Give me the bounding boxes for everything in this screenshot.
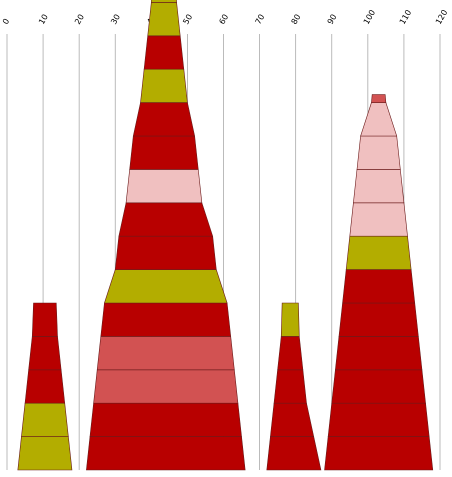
- x-tick-label: 80: [290, 13, 303, 26]
- bar-segment: [371, 94, 387, 103]
- bar-segment: [143, 35, 185, 70]
- bar-segment: [345, 235, 412, 270]
- bar-segment: [151, 0, 177, 3]
- x-tick-label: 110: [398, 8, 413, 26]
- bar-segment: [28, 336, 62, 371]
- x-tick-label: 70: [254, 13, 267, 26]
- x-tick-label: 120: [434, 8, 449, 26]
- bar-segment: [93, 369, 239, 404]
- x-tick-label: 60: [217, 13, 230, 26]
- bar-segment: [114, 235, 217, 270]
- bar-segment: [266, 436, 322, 471]
- bar-segment: [277, 336, 304, 371]
- bar-segment: [331, 369, 426, 404]
- bar-segment: [132, 102, 196, 137]
- bar-segment: [349, 202, 408, 237]
- bar-segment: [338, 302, 419, 337]
- bar-segment: [280, 302, 300, 337]
- bar-segment: [89, 402, 242, 437]
- x-tick-label: 50: [181, 13, 194, 26]
- bar-segment: [104, 269, 228, 304]
- bar-segment: [324, 436, 434, 471]
- bar-segment: [118, 202, 214, 237]
- stack: [266, 302, 322, 471]
- x-tick-label: 10: [37, 13, 50, 26]
- bar-segment: [21, 402, 69, 437]
- stacks: [17, 0, 434, 471]
- stack: [17, 302, 73, 471]
- bar-segment: [140, 68, 188, 103]
- bar-segment: [24, 369, 66, 404]
- x-tick-label: 100: [362, 8, 377, 26]
- x-tick-label: 20: [73, 13, 86, 26]
- bar-segment: [86, 436, 246, 471]
- bar-segment: [353, 169, 405, 204]
- bar-segment: [96, 336, 235, 371]
- stack: [324, 94, 434, 471]
- bar-segment: [147, 2, 181, 37]
- bar-segment: [335, 336, 423, 371]
- bar-segment: [273, 369, 307, 404]
- bar-segment: [17, 436, 73, 471]
- bar-segment: [100, 302, 232, 337]
- x-tick-label: 90: [326, 13, 339, 26]
- x-axis-ticks: 0102030405060708090100110120: [1, 8, 449, 26]
- bar-segment: [129, 135, 199, 170]
- stack: [86, 0, 246, 471]
- x-tick-label: 0: [1, 17, 11, 26]
- bar-segment: [360, 102, 398, 137]
- bar-segment: [125, 169, 203, 204]
- bar-segment: [327, 402, 430, 437]
- bar-segment: [31, 302, 58, 337]
- bar-segment: [356, 135, 401, 170]
- bar-segment: [342, 269, 416, 304]
- bar-segment: [270, 402, 315, 437]
- x-tick-label: 30: [109, 13, 122, 26]
